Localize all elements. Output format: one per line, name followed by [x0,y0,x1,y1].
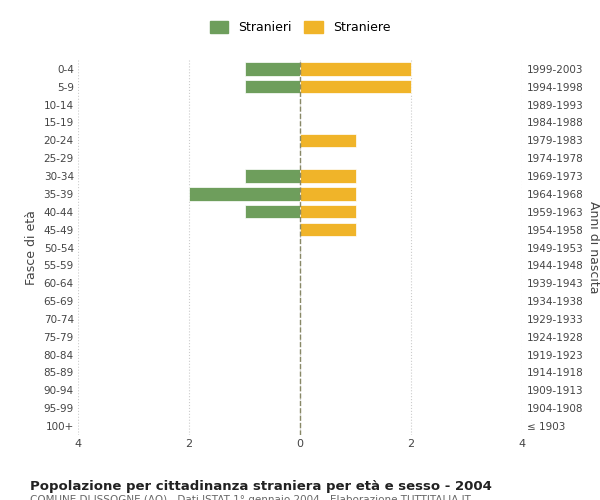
Text: Popolazione per cittadinanza straniera per età e sesso - 2004: Popolazione per cittadinanza straniera p… [30,480,492,493]
Bar [245,205,300,218]
Bar [245,80,300,94]
Bar [300,134,355,147]
Bar [300,170,355,183]
Bar [300,205,355,218]
Bar [300,223,355,236]
Y-axis label: Anni di nascita: Anni di nascita [587,201,600,294]
Text: COMUNE DI ISSOGNE (AO) - Dati ISTAT 1° gennaio 2004 - Elaborazione TUTTITALIA.IT: COMUNE DI ISSOGNE (AO) - Dati ISTAT 1° g… [30,495,471,500]
Bar [189,187,300,200]
Bar [245,62,300,76]
Legend: Stranieri, Straniere: Stranieri, Straniere [206,18,394,38]
Bar [300,187,355,200]
Bar [300,62,411,76]
Bar [300,80,411,94]
Y-axis label: Fasce di età: Fasce di età [25,210,38,285]
Bar [245,170,300,183]
